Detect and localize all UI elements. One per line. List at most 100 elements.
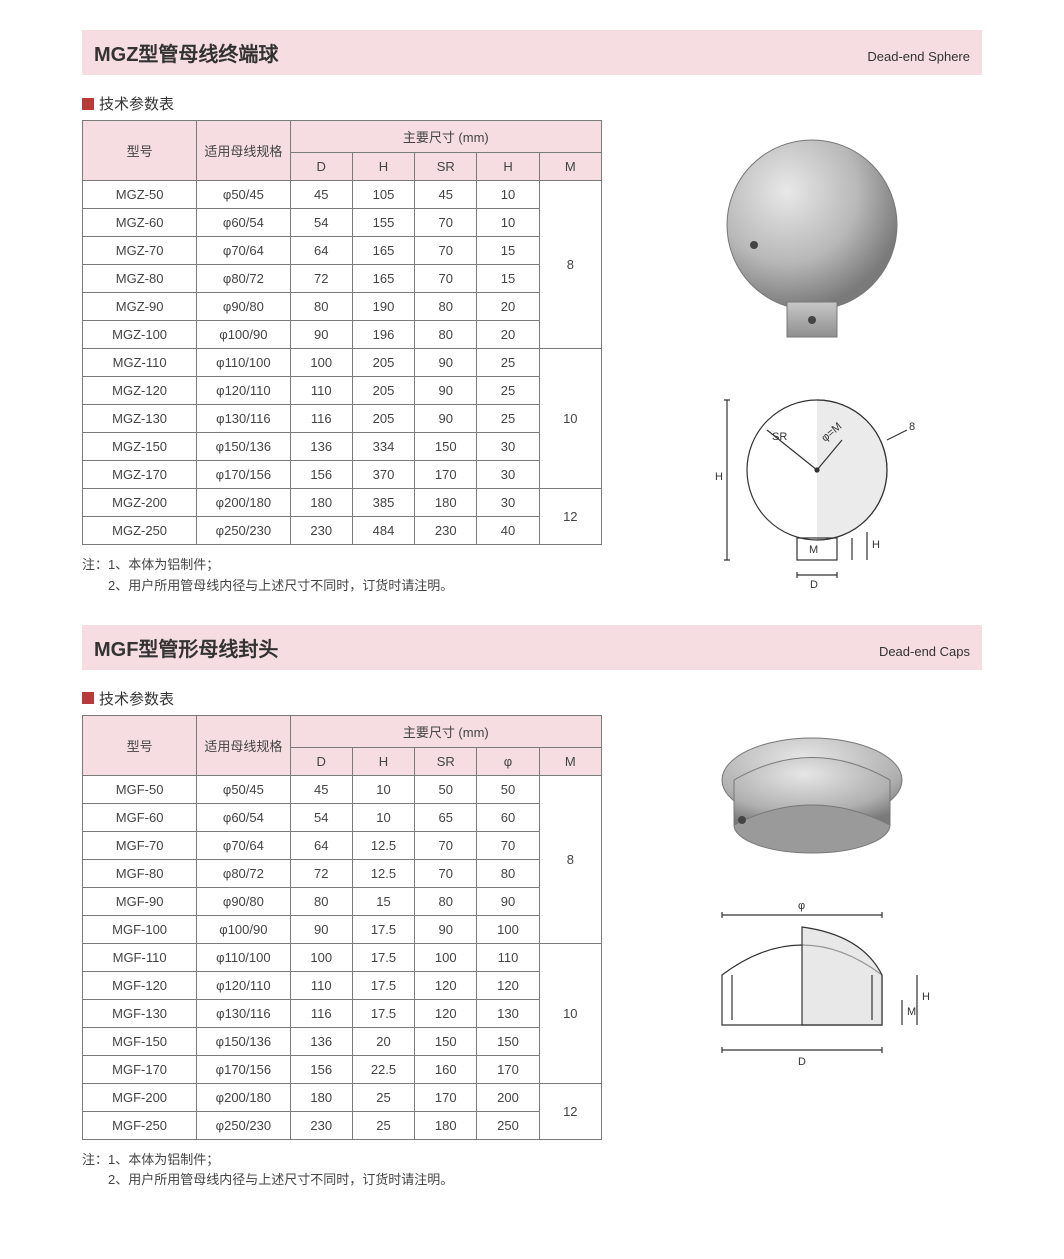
table-cell: MGF-80 <box>83 859 197 887</box>
table-cell: 116 <box>290 405 352 433</box>
table-cell: 50 <box>477 775 539 803</box>
table-cell: 120 <box>477 971 539 999</box>
table-cell: 25 <box>477 405 539 433</box>
col-M: M <box>539 747 601 775</box>
table-cell: 25 <box>477 377 539 405</box>
table-cell: φ90/80 <box>197 887 290 915</box>
table-cell: 72 <box>290 859 352 887</box>
col-D: D <box>290 747 352 775</box>
table-cell: 10 <box>352 803 414 831</box>
col-spec: 适用母线规格 <box>197 121 290 181</box>
lbl-M: M <box>809 544 818 556</box>
lbl-D: D <box>810 579 818 590</box>
table-cell: φ80/72 <box>197 265 290 293</box>
table-cell: 90 <box>290 321 352 349</box>
table-cell: 65 <box>415 803 477 831</box>
table-row: MGF-80φ80/727212.57080 <box>83 859 602 887</box>
table-cell: 90 <box>290 915 352 943</box>
table-row: MGF-50φ50/45451050508 <box>83 775 602 803</box>
marker-icon <box>82 98 94 110</box>
col-M: M <box>539 153 601 181</box>
table-cell: 25 <box>477 349 539 377</box>
table-cell: 165 <box>352 265 414 293</box>
table-cell: φ50/45 <box>197 775 290 803</box>
table-cell: MGZ-200 <box>83 489 197 517</box>
table-cell: 100 <box>415 943 477 971</box>
section2-table: 型号 适用母线规格 主要尺寸 (mm) D H SR φ M MGF-50φ50… <box>82 715 602 1140</box>
table-cell: 45 <box>415 181 477 209</box>
table-row: MGF-110φ110/10010017.510011010 <box>83 943 602 971</box>
table-cell: φ130/116 <box>197 999 290 1027</box>
note-line: 注：1、本体为铝制件； <box>82 1150 602 1171</box>
table-cell: φ150/136 <box>197 433 290 461</box>
table-cell: 70 <box>477 831 539 859</box>
table-cell: φ70/64 <box>197 831 290 859</box>
section1-subhead-text: 技术参数表 <box>99 93 174 114</box>
col-dims: 主要尺寸 (mm) <box>290 715 601 747</box>
table-cell: φ170/156 <box>197 461 290 489</box>
table-cell: 40 <box>477 517 539 545</box>
table-row: MGZ-130φ130/1161162059025 <box>83 405 602 433</box>
table-cell: 20 <box>352 1027 414 1055</box>
table-cell: 116 <box>290 999 352 1027</box>
table-cell: 90 <box>415 915 477 943</box>
table-cell: MGZ-70 <box>83 237 197 265</box>
table-row: MGZ-80φ80/72721657015 <box>83 265 602 293</box>
table-row: MGF-90φ90/8080158090 <box>83 887 602 915</box>
table-cell: MGZ-110 <box>83 349 197 377</box>
table-cell: MGZ-250 <box>83 517 197 545</box>
lbl-M: M <box>907 1006 916 1018</box>
table-cell: MGZ-150 <box>83 433 197 461</box>
table-cell: 150 <box>415 433 477 461</box>
table-cell: φ100/90 <box>197 321 290 349</box>
table-row: MGZ-70φ70/64641657015 <box>83 237 602 265</box>
table-cell: 180 <box>415 489 477 517</box>
table-cell: 170 <box>477 1055 539 1083</box>
table-cell: 70 <box>415 265 477 293</box>
table-cell: 10 <box>477 209 539 237</box>
lbl-H2: H <box>872 539 880 551</box>
table-cell: 150 <box>415 1027 477 1055</box>
table-row: MGZ-250φ250/23023048423040 <box>83 517 602 545</box>
section2-title-en: Dead-end Caps <box>879 644 970 659</box>
section1-title-zh: MGZ型管母线终端球 <box>94 38 278 67</box>
section1-subhead: 技术参数表 <box>82 93 982 114</box>
section1-table: 型号 适用母线规格 主要尺寸 (mm) D H SR H M MGZ-50φ50… <box>82 120 602 545</box>
col-dims: 主要尺寸 (mm) <box>290 121 601 153</box>
table-cell: 50 <box>415 775 477 803</box>
table-cell: 180 <box>290 489 352 517</box>
table-cell: MGZ-50 <box>83 181 197 209</box>
table-row: MGZ-60φ60/54541557010 <box>83 209 602 237</box>
table-row: MGZ-170φ170/15615637017030 <box>83 461 602 489</box>
table-cell: MGF-100 <box>83 915 197 943</box>
cap-photo-icon <box>712 725 912 865</box>
lbl-8: 8 <box>909 421 915 433</box>
table-row: MGF-170φ170/15615622.5160170 <box>83 1055 602 1083</box>
table-cell: 105 <box>352 181 414 209</box>
note-line: 2、用户所用管母线内径与上述尺寸不同时，订货时请注明。 <box>82 1170 602 1191</box>
table-row: MGF-100φ100/909017.590100 <box>83 915 602 943</box>
section1-illustration: SR φ=M H D M H 8 <box>642 120 982 590</box>
table-cell: 100 <box>290 349 352 377</box>
table-row: MGZ-120φ120/1101102059025 <box>83 377 602 405</box>
table-cell: 70 <box>415 831 477 859</box>
table-cell: 17.5 <box>352 915 414 943</box>
table-cell: 130 <box>477 999 539 1027</box>
table-cell: 70 <box>415 209 477 237</box>
table-cell: φ60/54 <box>197 803 290 831</box>
table-cell: 10 <box>352 775 414 803</box>
table-cell: 45 <box>290 775 352 803</box>
table-cell: 80 <box>415 887 477 915</box>
table-cell: φ110/100 <box>197 943 290 971</box>
table-cell: 80 <box>477 859 539 887</box>
table-cell: 12 <box>539 1083 601 1139</box>
table-cell: MGZ-170 <box>83 461 197 489</box>
table-cell: 15 <box>477 237 539 265</box>
table-cell: 110 <box>477 943 539 971</box>
table-cell: MGZ-90 <box>83 293 197 321</box>
table-row: MGZ-90φ90/80801908020 <box>83 293 602 321</box>
col-H: H <box>352 747 414 775</box>
lbl-H: H <box>715 471 723 483</box>
table-cell: φ120/110 <box>197 377 290 405</box>
table-cell: φ100/90 <box>197 915 290 943</box>
